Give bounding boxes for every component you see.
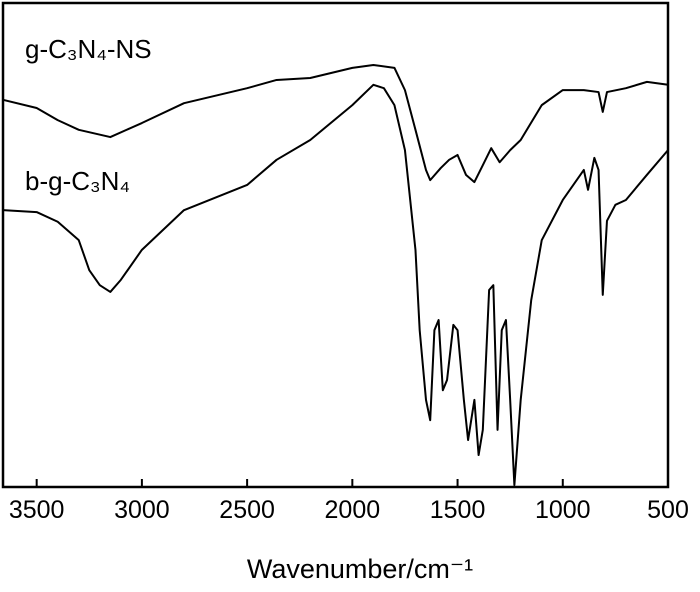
series-label: g-C₃N₄-NS xyxy=(25,34,152,64)
x-tick-label: 3500 xyxy=(9,496,65,524)
series-label: b-g-C₃N₄ xyxy=(25,166,130,196)
x-tick-label: 500 xyxy=(647,496,689,524)
x-tick-label: 2000 xyxy=(325,496,381,524)
x-tick-label: 1000 xyxy=(535,496,591,524)
x-tick-label: 3000 xyxy=(114,496,170,524)
x-tick-label: 2500 xyxy=(219,496,275,524)
plot-frame xyxy=(1,1,670,489)
x-tick-label: 1500 xyxy=(430,496,486,524)
series-line xyxy=(2,83,669,487)
series-line xyxy=(2,63,669,184)
x-axis-label: Wavenumber/cm⁻¹ xyxy=(247,554,473,584)
